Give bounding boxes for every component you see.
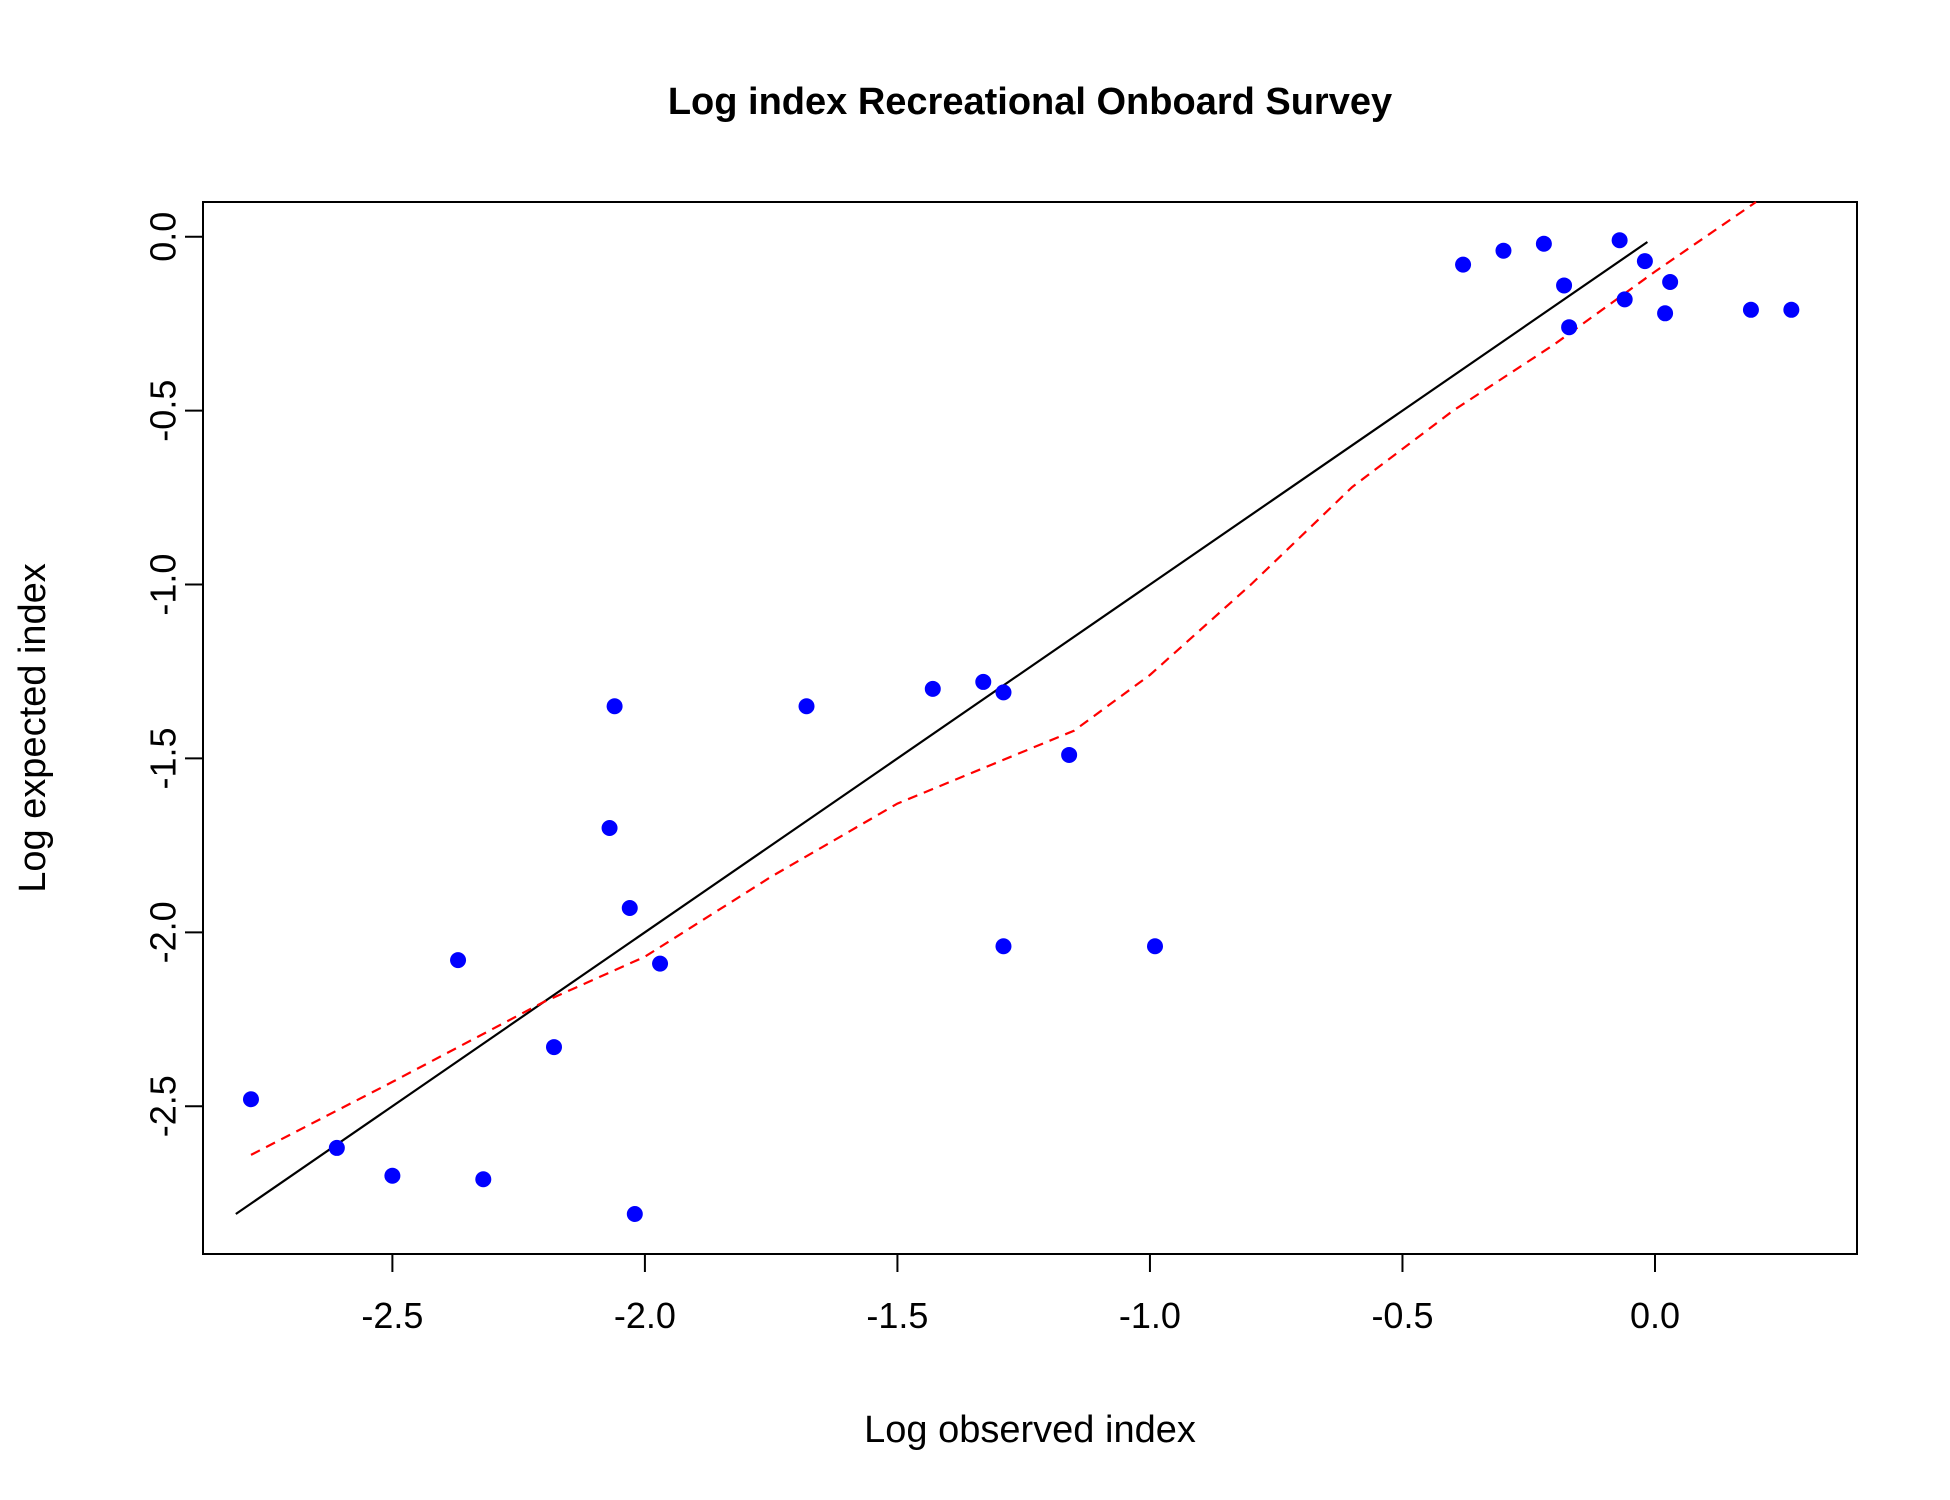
x-axis-label: Log observed index <box>864 1409 1196 1451</box>
data-point <box>975 673 992 690</box>
data-point <box>1535 235 1552 252</box>
data-point <box>626 1206 643 1223</box>
data-point <box>1061 746 1078 763</box>
data-point <box>1146 938 1163 955</box>
x-tick-label: 0.0 <box>1630 1295 1680 1336</box>
data-point <box>1662 273 1679 290</box>
data-point <box>1616 291 1633 308</box>
y-tick-label: -1.5 <box>143 727 184 789</box>
data-point <box>621 899 638 916</box>
y-tick-label: -2.5 <box>143 1075 184 1137</box>
x-tick-label: -1.0 <box>1119 1295 1181 1336</box>
data-point <box>606 698 623 715</box>
y-tick-label: -2.0 <box>143 901 184 963</box>
data-point <box>924 680 941 697</box>
x-axis: -2.5 -2.0 -1.5 -1.0 -0.5 0.0 <box>361 1253 1680 1336</box>
x-tick-label: -2.0 <box>614 1295 676 1336</box>
data-point <box>1783 301 1800 318</box>
smooth-line-layer <box>250 201 1757 1156</box>
data-point <box>601 819 618 836</box>
data-point <box>995 684 1012 701</box>
data-point <box>1636 253 1653 270</box>
data-point <box>1611 232 1628 249</box>
data-point <box>1556 277 1573 294</box>
y-tick-label: 0.0 <box>143 212 184 262</box>
x-tick-label: -1.5 <box>866 1295 928 1336</box>
points-layer <box>242 232 1800 1223</box>
data-point <box>1657 305 1674 322</box>
smooth-line <box>250 201 1757 1156</box>
chart-title: Log index Recreational Onboard Survey <box>668 81 1392 123</box>
data-point <box>1742 301 1759 318</box>
plot-frame <box>202 201 1858 1255</box>
y-axis-label: Log expected index <box>12 563 54 893</box>
identity-line <box>235 241 1649 1215</box>
data-point <box>798 698 815 715</box>
y-axis: -2.5 -2.0 -1.5 -1.0 -0.5 0.0 <box>143 212 204 1137</box>
identity-line-layer <box>235 241 1649 1215</box>
data-point <box>242 1091 259 1108</box>
data-point <box>652 955 669 972</box>
data-point <box>546 1039 563 1056</box>
data-point <box>1495 242 1512 259</box>
y-tick-label: -1.0 <box>143 554 184 616</box>
data-point <box>1455 256 1472 273</box>
y-tick-label: -0.5 <box>143 380 184 442</box>
data-point <box>475 1171 492 1188</box>
data-point <box>995 938 1012 955</box>
data-point <box>1561 319 1578 336</box>
data-point <box>384 1167 401 1184</box>
data-point <box>328 1139 345 1156</box>
data-point <box>450 952 467 969</box>
x-tick-label: -2.5 <box>361 1295 423 1336</box>
x-tick-label: -0.5 <box>1371 1295 1433 1336</box>
